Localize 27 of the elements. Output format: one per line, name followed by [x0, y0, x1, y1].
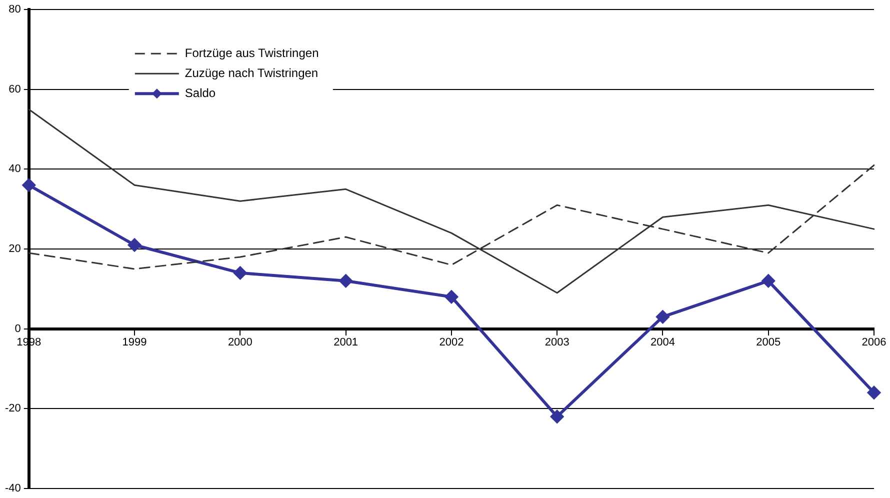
legend-label: Saldo: [184, 86, 216, 100]
point: [128, 238, 142, 252]
y-tick-label: 80: [8, 4, 21, 16]
legend-label: Zuzüge nach Twistringen: [184, 66, 318, 80]
x-tick-label: 2006: [862, 336, 886, 348]
y-tick-label: 0: [14, 322, 21, 335]
x-tick-label: 2002: [439, 336, 464, 348]
legend-label: Fortzüge aus Twistringen: [184, 46, 319, 60]
point: [22, 178, 36, 192]
x-tick-label: 1999: [122, 336, 147, 348]
x-tick-label: 2004: [650, 336, 675, 348]
x-tick-label: 2005: [756, 336, 781, 348]
point: [656, 310, 670, 324]
point: [762, 274, 775, 288]
x-tick-label: 2001: [334, 336, 358, 348]
point: [234, 266, 247, 280]
point: [339, 274, 352, 288]
x-tick-label: 2003: [544, 336, 570, 348]
y-tick-label: 60: [8, 83, 21, 96]
y-tick-label: 40: [8, 163, 21, 176]
x-tick-label: 2000: [228, 336, 252, 348]
point: [444, 290, 458, 304]
point: [550, 410, 564, 424]
y-tick-label: -20: [4, 402, 21, 415]
point: [868, 386, 880, 400]
y-tick-label: -40: [4, 482, 21, 494]
y-tick-label: 20: [8, 243, 21, 256]
